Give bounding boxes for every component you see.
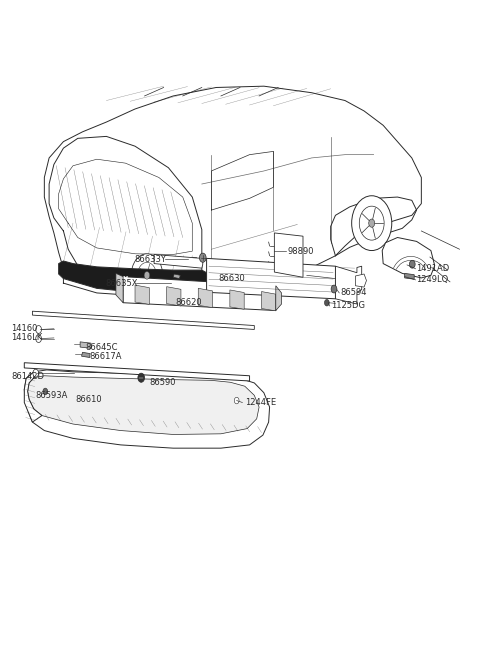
Circle shape <box>43 388 48 395</box>
Text: 98890: 98890 <box>288 247 314 255</box>
Text: 86635X: 86635X <box>105 278 137 288</box>
Circle shape <box>199 253 206 262</box>
Polygon shape <box>198 288 213 308</box>
Polygon shape <box>24 363 250 381</box>
Circle shape <box>369 219 375 227</box>
Text: 86633Y: 86633Y <box>134 255 166 263</box>
Text: 86617A: 86617A <box>90 352 122 361</box>
Text: 86645C: 86645C <box>85 343 118 352</box>
Circle shape <box>352 196 392 251</box>
Circle shape <box>137 263 156 288</box>
Polygon shape <box>154 254 203 268</box>
Text: 86620: 86620 <box>176 298 202 307</box>
Polygon shape <box>382 238 435 278</box>
Polygon shape <box>262 291 276 311</box>
Text: H: H <box>123 276 128 281</box>
Text: 1416LK: 1416LK <box>11 333 42 343</box>
Text: 1244FE: 1244FE <box>245 398 276 407</box>
Circle shape <box>36 335 41 343</box>
Polygon shape <box>167 287 181 306</box>
Polygon shape <box>276 286 281 310</box>
Text: 1249LQ: 1249LQ <box>417 275 449 284</box>
Polygon shape <box>230 290 244 309</box>
Circle shape <box>131 253 163 297</box>
Polygon shape <box>275 233 303 277</box>
Polygon shape <box>356 274 366 287</box>
Polygon shape <box>116 273 123 303</box>
Polygon shape <box>135 285 149 305</box>
Polygon shape <box>24 370 270 448</box>
Circle shape <box>324 299 329 306</box>
Text: 86142D: 86142D <box>11 372 44 381</box>
Text: 1491AD: 1491AD <box>417 265 450 273</box>
Circle shape <box>36 326 41 333</box>
Text: 1125DG: 1125DG <box>331 301 365 310</box>
Polygon shape <box>123 276 276 310</box>
Circle shape <box>138 373 144 383</box>
Polygon shape <box>206 258 336 299</box>
Text: 86593A: 86593A <box>36 391 68 400</box>
Polygon shape <box>336 266 362 304</box>
Circle shape <box>360 206 384 240</box>
Text: 86594: 86594 <box>340 288 367 297</box>
Polygon shape <box>59 261 211 293</box>
Circle shape <box>144 271 150 279</box>
Polygon shape <box>24 372 42 422</box>
Text: 86590: 86590 <box>149 379 176 388</box>
Text: 86630: 86630 <box>218 274 245 283</box>
Polygon shape <box>28 376 259 434</box>
Text: 14160: 14160 <box>11 324 37 333</box>
Polygon shape <box>33 311 254 329</box>
Circle shape <box>331 285 337 293</box>
Polygon shape <box>405 273 414 279</box>
Circle shape <box>409 260 415 268</box>
Circle shape <box>33 369 38 377</box>
Polygon shape <box>80 342 91 348</box>
Text: 86610: 86610 <box>75 396 102 404</box>
Circle shape <box>234 398 239 404</box>
Polygon shape <box>82 352 90 358</box>
Polygon shape <box>173 274 180 278</box>
